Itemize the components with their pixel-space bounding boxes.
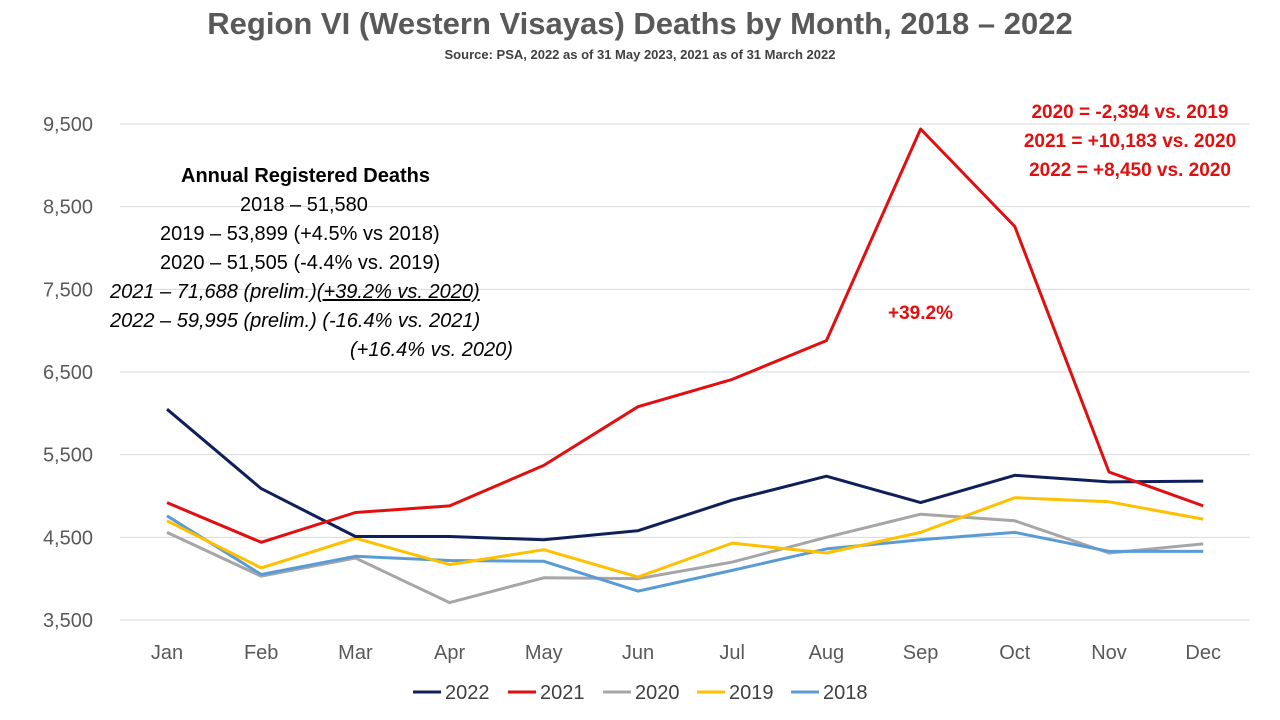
y-axis-ticks: 3,500 4,500 5,500 6,500 7,500 8,500 9,500 <box>43 114 93 632</box>
legend-label-2018: 2018 <box>823 682 868 704</box>
legend-label-2019: 2019 <box>729 682 774 704</box>
chart-title: Region VI (Western Visayas) Deaths by Mo… <box>207 6 1073 41</box>
series-line-2019 <box>166 496 1204 579</box>
x-axis-ticks: Jan Feb Mar Apr May Jun Jul Aug Sep Oct Nov Dec <box>151 642 1221 664</box>
x-tick-label: Feb <box>244 642 278 664</box>
annual-2022-vs-2020: (+16.4% vs. 2020) <box>350 339 513 361</box>
annual-2018: 2018 – 51,580 <box>240 194 368 216</box>
change-2021: 2021 = +10,183 vs. 2020 <box>1023 131 1237 152</box>
y-tick-label: 5,500 <box>43 445 93 467</box>
annual-2019: 2019 – 53,899 (+4.5% vs 2018) <box>160 223 440 245</box>
series-line-2020 <box>166 512 1204 605</box>
annual-2022: 2022 – 59,995 (prelim.) (-16.4% vs. 2021… <box>110 310 481 332</box>
y-tick-label: 4,500 <box>43 527 93 549</box>
x-tick-label: May <box>525 642 563 664</box>
annual-2021-change: (+39.2% vs. 2020) <box>316 281 480 303</box>
series-line-2021 <box>166 127 1204 544</box>
x-tick-label: Dec <box>1185 642 1221 664</box>
annual-2020: 2020 – 51,505 (-4.4% vs. 2019) <box>160 252 441 274</box>
x-tick-label: Apr <box>434 642 465 664</box>
legend-label-2021: 2021 <box>540 682 585 704</box>
x-tick-label: Oct <box>999 642 1031 664</box>
legend-label-2020: 2020 <box>635 682 680 704</box>
x-tick-label: Jan <box>151 642 183 664</box>
y-tick-label: 8,500 <box>43 197 93 219</box>
y-tick-label: 6,500 <box>43 362 93 384</box>
chart-subtitle: Source: PSA, 2022 as of 31 May 2023, 202… <box>444 47 836 62</box>
legend: 2022 2021 2020 2019 2018 <box>413 682 868 704</box>
x-tick-label: Sep <box>903 642 939 664</box>
y-tick-label: 9,500 <box>43 114 93 136</box>
x-tick-label: Nov <box>1091 642 1127 664</box>
x-tick-label: Jun <box>622 642 654 664</box>
legend-label-2022: 2022 <box>445 682 490 704</box>
x-tick-label: Mar <box>338 642 373 664</box>
x-tick-label: Jul <box>719 642 745 664</box>
peak-increase-label: +39.2% <box>888 303 953 324</box>
series-lines <box>166 127 1204 605</box>
change-2020: 2020 = -2,394 vs. 2019 <box>1031 102 1229 123</box>
year-change-notes: 2020 = -2,394 vs. 2019 2021 = +10,183 vs… <box>1000 98 1260 185</box>
x-tick-label: Aug <box>809 642 845 664</box>
annual-2021: 2021 – 71,688 (prelim.)(+39.2% vs. 2020) <box>110 278 480 307</box>
change-2022: 2022 = +8,450 vs. 2020 <box>1029 160 1231 181</box>
annual-2021-value: 2021 – 71,688 (prelim.) <box>110 281 317 303</box>
series-line-2018 <box>166 514 1204 593</box>
y-tick-label: 7,500 <box>43 279 93 301</box>
series-line-2022 <box>166 408 1204 542</box>
annual-deaths-heading: Annual Registered Deaths <box>181 165 430 187</box>
y-tick-label: 3,500 <box>43 610 93 632</box>
